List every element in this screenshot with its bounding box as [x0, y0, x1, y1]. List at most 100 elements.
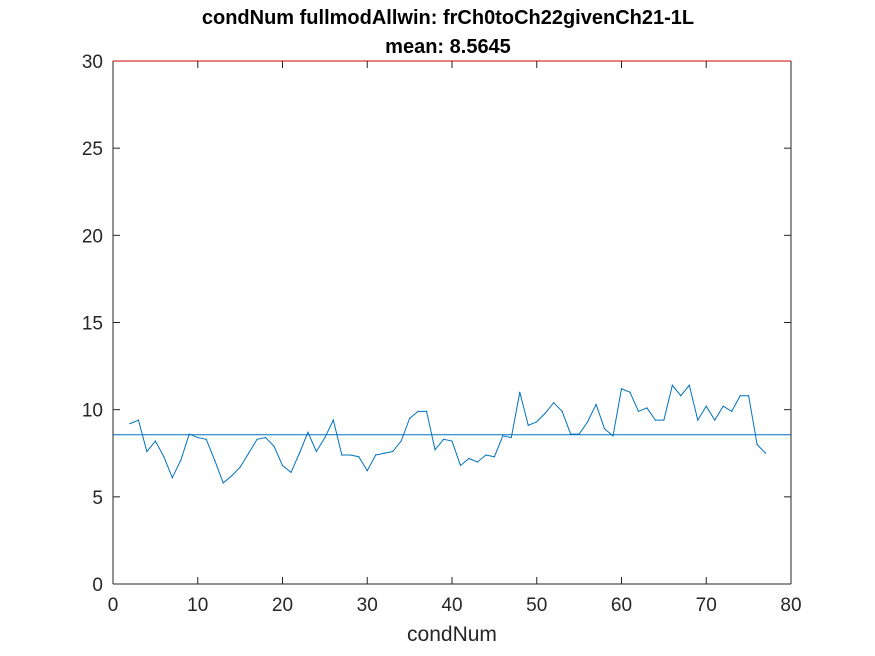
data-point	[459, 464, 462, 467]
x-tick-label: 50	[526, 595, 547, 616]
data-point	[527, 424, 529, 426]
data-point	[256, 438, 258, 440]
data-point	[425, 410, 428, 413]
data-point	[544, 412, 546, 414]
data-point	[188, 433, 190, 435]
ticks-group: 0 10 20 30 40 50 60 70 80 0 5 10 15 20 25 30	[82, 52, 802, 616]
x-tick-label: 40	[441, 595, 462, 616]
y-tick-label: 25	[82, 139, 103, 160]
data-point	[468, 457, 470, 460]
data-point	[722, 405, 724, 407]
data-point	[409, 417, 411, 419]
data-point	[248, 452, 250, 454]
x-tick-label: 10	[187, 595, 208, 616]
y-tick-label: 0	[92, 575, 103, 596]
data-point	[171, 477, 173, 479]
data-point	[570, 433, 572, 435]
data-point	[714, 419, 716, 421]
data-point	[180, 459, 182, 461]
data-point	[154, 440, 156, 442]
data-point	[629, 391, 631, 393]
data-point	[205, 438, 207, 440]
data-point	[493, 456, 495, 458]
data-point	[434, 449, 436, 451]
data-point	[324, 436, 326, 439]
data-point	[553, 402, 555, 404]
data-point	[349, 454, 351, 456]
data-point	[756, 443, 758, 446]
data-point	[646, 407, 648, 409]
x-tick-label: 20	[272, 595, 293, 616]
chart-subtitle: mean: 8.5645	[385, 36, 511, 58]
data-point	[451, 440, 453, 442]
x-tick-label: 70	[696, 595, 717, 616]
data-point	[748, 395, 750, 397]
data-point	[341, 454, 343, 456]
plot-area	[113, 61, 791, 584]
chart-title: condNum fullmodAllwin: frCh0toCh22givenC…	[202, 7, 694, 29]
data-point	[163, 456, 165, 458]
data-point	[680, 395, 682, 397]
data-point	[671, 384, 673, 386]
data-point	[620, 388, 623, 390]
y-tick-label: 10	[82, 401, 103, 422]
data-point	[400, 440, 402, 442]
data-point	[485, 454, 487, 456]
data-point	[332, 419, 334, 421]
x-axis-label: condNum	[407, 623, 497, 646]
data-point	[595, 403, 597, 406]
y-tick-label: 15	[82, 314, 103, 335]
data-point	[536, 421, 538, 423]
data-point	[315, 450, 317, 453]
data-point	[442, 438, 445, 440]
data-point	[663, 419, 665, 421]
data-point	[612, 435, 614, 437]
series-layer	[113, 384, 791, 484]
data-point	[587, 421, 589, 423]
data-point	[137, 419, 140, 421]
data-point	[214, 459, 216, 461]
data-point	[688, 384, 690, 386]
x-tick-label: 80	[780, 595, 801, 616]
data-point	[510, 436, 512, 439]
data-point	[697, 419, 699, 421]
data-point	[290, 471, 292, 474]
data-point	[129, 423, 131, 425]
data-point	[392, 450, 394, 453]
y-tick-label: 20	[82, 226, 103, 247]
data-point	[281, 464, 284, 467]
data-point	[502, 435, 504, 437]
data-point	[603, 428, 606, 430]
data-point	[705, 405, 707, 407]
x-tick-label: 60	[611, 595, 632, 616]
data-point	[764, 452, 767, 454]
x-tick-label: 30	[357, 595, 378, 616]
data-point	[561, 410, 563, 413]
data-point	[146, 450, 148, 453]
data-point	[197, 436, 199, 439]
data-point	[273, 445, 275, 447]
data-point	[231, 475, 233, 477]
data-point	[375, 454, 377, 456]
x-tick-label: 0	[108, 595, 119, 616]
data-point	[383, 452, 385, 454]
y-tick-label: 5	[92, 488, 103, 509]
series-line	[129, 384, 766, 484]
data-point	[637, 410, 640, 413]
data-point	[519, 391, 521, 393]
data-point	[298, 452, 301, 454]
data-point	[358, 456, 360, 458]
data-point	[417, 410, 419, 413]
data-point	[731, 410, 733, 413]
data-point	[739, 395, 741, 397]
y-tick-label: 30	[82, 52, 103, 73]
data-point	[239, 466, 241, 468]
data-point	[366, 470, 368, 472]
data-point	[264, 436, 267, 439]
data-point	[307, 431, 309, 433]
data-point	[476, 461, 479, 463]
data-point	[578, 433, 580, 435]
data-point	[654, 419, 657, 421]
data-point	[222, 482, 224, 484]
